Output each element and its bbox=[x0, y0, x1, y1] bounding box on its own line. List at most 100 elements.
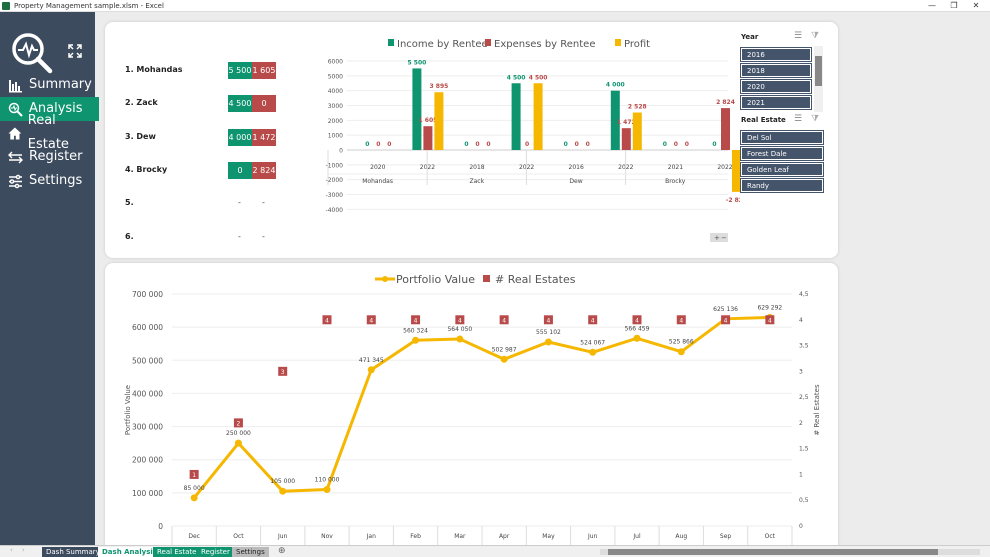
nav-label: Register bbox=[29, 149, 83, 164]
y2-tick-label: 4 bbox=[799, 317, 803, 324]
nav-settings[interactable]: Settings bbox=[0, 169, 95, 193]
maximize-button[interactable]: ❐ bbox=[950, 1, 958, 10]
real-estates-label: 4 bbox=[679, 317, 683, 324]
data-label: 0 bbox=[586, 141, 590, 148]
slicer-year-item[interactable]: 2018 bbox=[740, 63, 812, 78]
data-label: 0 bbox=[712, 141, 716, 148]
data-label: 1 472 bbox=[617, 119, 636, 126]
income-badge: 5 500 bbox=[228, 62, 252, 79]
zoom-out-button[interactable]: − bbox=[721, 234, 727, 242]
real-estates-label: 3 bbox=[281, 369, 285, 376]
y-tick-label: 6000 bbox=[328, 59, 343, 66]
real-estates-marker bbox=[543, 315, 553, 325]
slicer-real-estate-title: Real Estate bbox=[741, 116, 786, 124]
data-label: 2 824 bbox=[716, 99, 735, 106]
y-tick-label: 400 000 bbox=[132, 389, 163, 398]
legend-marker bbox=[382, 276, 388, 282]
tab-dash-summary[interactable]: Dash Summary bbox=[42, 547, 104, 557]
slicer-year-item[interactable]: 2021 bbox=[740, 95, 812, 110]
portfolio-point bbox=[500, 355, 508, 363]
data-label: 0 bbox=[387, 141, 391, 148]
portfolio-card bbox=[105, 263, 838, 553]
slicer-real-estate-item[interactable]: Randy bbox=[740, 178, 824, 193]
x-tick-label: Sep bbox=[720, 533, 732, 540]
x-group-label: Brocky bbox=[665, 178, 686, 185]
data-label: 0 bbox=[365, 141, 369, 148]
zoom-in-button[interactable]: + bbox=[714, 234, 720, 242]
multi-select-icon[interactable]: ☰ bbox=[794, 114, 803, 124]
minimize-button[interactable]: — bbox=[928, 1, 936, 10]
expenses-badge: 1 605 bbox=[252, 62, 276, 79]
portfolio-point bbox=[456, 335, 464, 343]
slicer-real-estate-item[interactable]: Del Sol bbox=[740, 130, 824, 145]
tab-dash-analysis[interactable]: Dash Analysis bbox=[98, 547, 161, 557]
income-badge: 4 000 bbox=[228, 128, 252, 146]
rentee-name: 4. Brocky bbox=[125, 164, 168, 174]
nav-real-estate[interactable]: Real Estate bbox=[0, 113, 95, 152]
tab-register[interactable]: Register bbox=[197, 547, 234, 557]
x-group-label: Zack bbox=[470, 178, 485, 185]
portfolio-data-label: 560 324 bbox=[403, 327, 428, 334]
close-button[interactable]: ✕ bbox=[972, 1, 980, 10]
nav-summary[interactable]: Summary bbox=[0, 73, 95, 97]
real-estates-label: 4 bbox=[635, 317, 639, 324]
data-label: 0 bbox=[475, 141, 479, 148]
nav-label: Settings bbox=[29, 173, 83, 188]
clear-filter-icon[interactable]: ⧩ bbox=[811, 114, 820, 124]
legend-swatch bbox=[615, 39, 621, 46]
real-estates-label: 4 bbox=[502, 317, 506, 324]
data-label: 0 bbox=[575, 141, 579, 148]
data-label: 0 bbox=[376, 141, 380, 148]
legend-label: Income by Rentee bbox=[397, 39, 488, 50]
x-tick-year: 2016 bbox=[569, 164, 584, 171]
income-value: - bbox=[238, 231, 241, 241]
data-label: 0 bbox=[486, 141, 490, 148]
x-tick-year: 2021 bbox=[668, 164, 683, 171]
x-tick-label: Dec bbox=[188, 533, 200, 540]
expenses-badge: 0 bbox=[252, 95, 276, 113]
slicer-year-item[interactable]: 2020 bbox=[740, 79, 812, 94]
portfolio-data-label: 625 136 bbox=[713, 306, 738, 313]
scroll-tabs-right-icon[interactable]: › bbox=[22, 546, 25, 554]
expand-icon[interactable] bbox=[68, 44, 82, 58]
slicer-real-estate-item[interactable]: Forest Dale bbox=[740, 146, 824, 161]
zoom-buttons[interactable] bbox=[710, 233, 728, 242]
bar-profit bbox=[632, 112, 642, 150]
slicer-year-item[interactable]: 2016 bbox=[740, 47, 812, 62]
y2-tick-label: 1,5 bbox=[799, 446, 809, 453]
y-tick-label: -3000 bbox=[326, 192, 344, 199]
bar-chart-icon bbox=[9, 79, 22, 92]
bar-expenses bbox=[621, 128, 631, 150]
multi-select-icon[interactable]: ☰ bbox=[794, 31, 803, 41]
portfolio-data-label: 524 067 bbox=[580, 339, 605, 346]
slicer-scrollbar[interactable] bbox=[814, 46, 823, 112]
tab-real-estate[interactable]: Real Estate bbox=[153, 547, 201, 557]
add-sheet-button[interactable]: ⊕ bbox=[278, 546, 286, 556]
clear-filter-icon[interactable]: ⧩ bbox=[811, 31, 820, 41]
slicer-real-estate-item[interactable]: Golden Leaf bbox=[740, 162, 824, 177]
portfolio-point bbox=[589, 348, 597, 356]
tab-settings[interactable]: Settings bbox=[232, 547, 269, 557]
scroll-tabs-left-icon[interactable]: ‹ bbox=[10, 546, 13, 554]
bar-income bbox=[412, 68, 422, 150]
horizontal-scrollbar[interactable] bbox=[600, 549, 980, 555]
portfolio-point bbox=[323, 486, 331, 494]
x-tick-label: Aug bbox=[675, 533, 687, 540]
real-estates-label: 4 bbox=[369, 317, 373, 324]
x-tick-label: May bbox=[542, 533, 555, 540]
home-icon bbox=[8, 127, 22, 139]
y-tick-label: 3000 bbox=[328, 103, 343, 110]
y-tick-label: -4000 bbox=[326, 207, 344, 214]
portfolio-point bbox=[412, 336, 420, 344]
x-tick-year: 2018 bbox=[469, 164, 484, 171]
legend-swatch bbox=[483, 275, 490, 282]
x-tick-year: 2022 bbox=[717, 164, 732, 171]
rentee-name: 3. Dew bbox=[125, 131, 156, 141]
y2-tick-label: 2 bbox=[799, 420, 803, 427]
nav-register[interactable]: Register bbox=[0, 145, 95, 169]
expenses-badge: 1 472 bbox=[252, 128, 276, 146]
nav-analysis[interactable]: Analysis bbox=[0, 97, 99, 121]
nav-label: Real Estate bbox=[27, 113, 69, 152]
x-tick-label: Jun bbox=[277, 533, 288, 540]
data-label: 0 bbox=[525, 141, 529, 148]
